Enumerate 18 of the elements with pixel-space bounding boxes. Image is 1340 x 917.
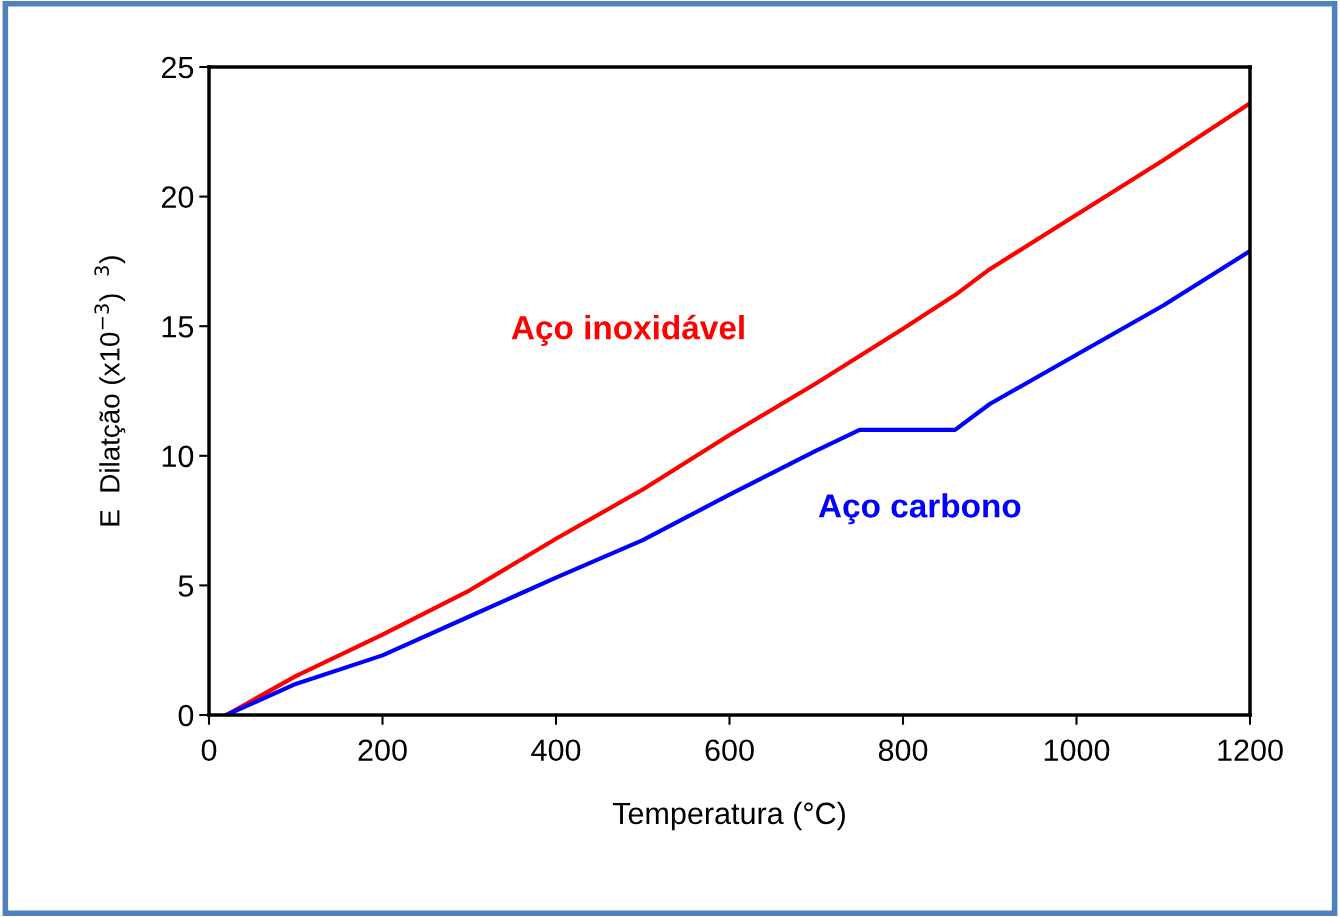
- y-tick-label: 0: [178, 704, 194, 727]
- y-tick-label: 15: [162, 316, 194, 338]
- x-tick-label: 0: [201, 739, 217, 762]
- x-tick-label: 600: [705, 739, 754, 762]
- y-tick-label: 25: [161, 56, 194, 79]
- series-label: Aço carbono: [818, 493, 1021, 525]
- x-axis-title: Temperatura (°C): [612, 801, 845, 831]
- y-tick-label: 5: [178, 575, 194, 597]
- x-tick-label: 1200: [1218, 739, 1283, 762]
- x-tick-label: 800: [878, 739, 928, 762]
- y-tick-label: 20: [161, 186, 194, 208]
- y-axis-title: E Dilatção (x10$^{−3}$) $^{3}$): [94, 256, 126, 526]
- x-tick-label: 200: [358, 739, 407, 762]
- x-tick-label: 400: [531, 739, 581, 762]
- line-series: [224, 248, 1250, 715]
- y-tick-label: 10: [162, 445, 194, 468]
- text: Aço inoxidável: [511, 314, 744, 347]
- x-tick-label: 1000: [1044, 739, 1110, 762]
